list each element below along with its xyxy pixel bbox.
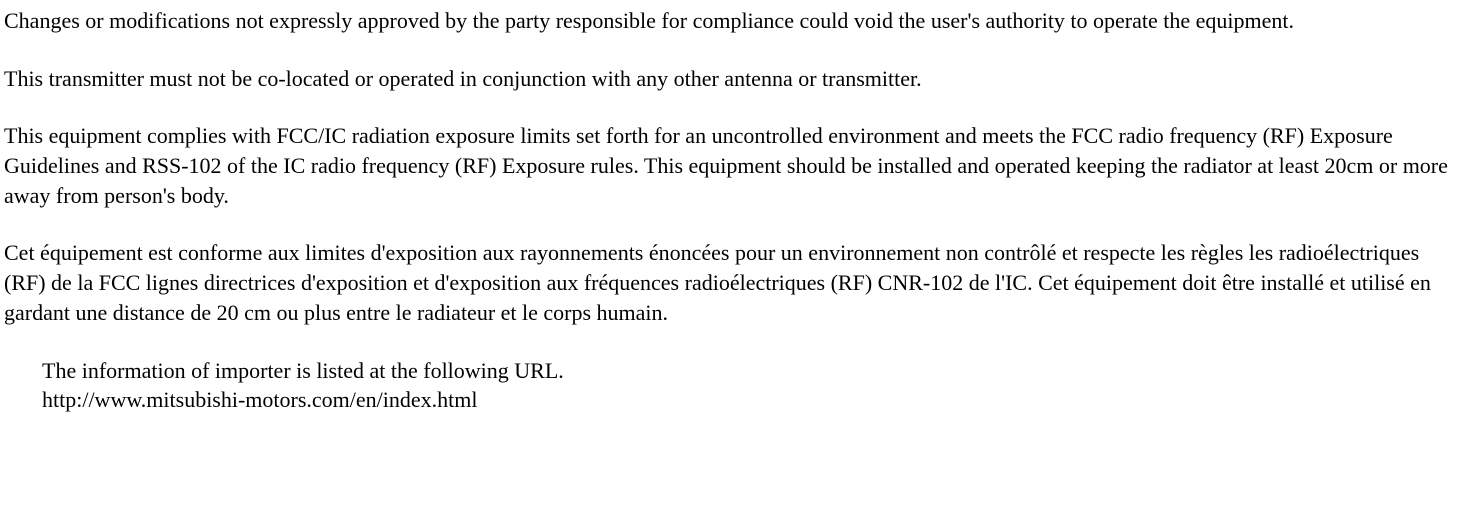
document-page: Changes or modifications not expressly a… — [0, 0, 1468, 425]
paragraph-rf-exposure-en: This equipment complies with FCC/IC radi… — [4, 121, 1464, 210]
importer-info-text: The information of importer is listed at… — [42, 356, 602, 386]
importer-info-url: http://www.mitsubishi-motors.com/en/inde… — [42, 385, 602, 415]
paragraph-text: Cet équipement est conforme aux limites … — [4, 240, 1431, 324]
paragraph-rf-exposure-fr: Cet équipement est conforme aux limites … — [4, 238, 1464, 327]
paragraph-transmitter-colocation: This transmitter must not be co-located … — [4, 64, 1464, 94]
paragraph-text: This equipment complies with FCC/IC radi… — [4, 123, 1448, 207]
importer-info-block: The information of importer is listed at… — [42, 356, 602, 415]
paragraph-text: This transmitter must not be co-located … — [4, 66, 922, 91]
paragraph-text: Changes or modifications not expressly a… — [4, 8, 1294, 33]
paragraph-compliance-changes: Changes or modifications not expressly a… — [4, 6, 1464, 36]
